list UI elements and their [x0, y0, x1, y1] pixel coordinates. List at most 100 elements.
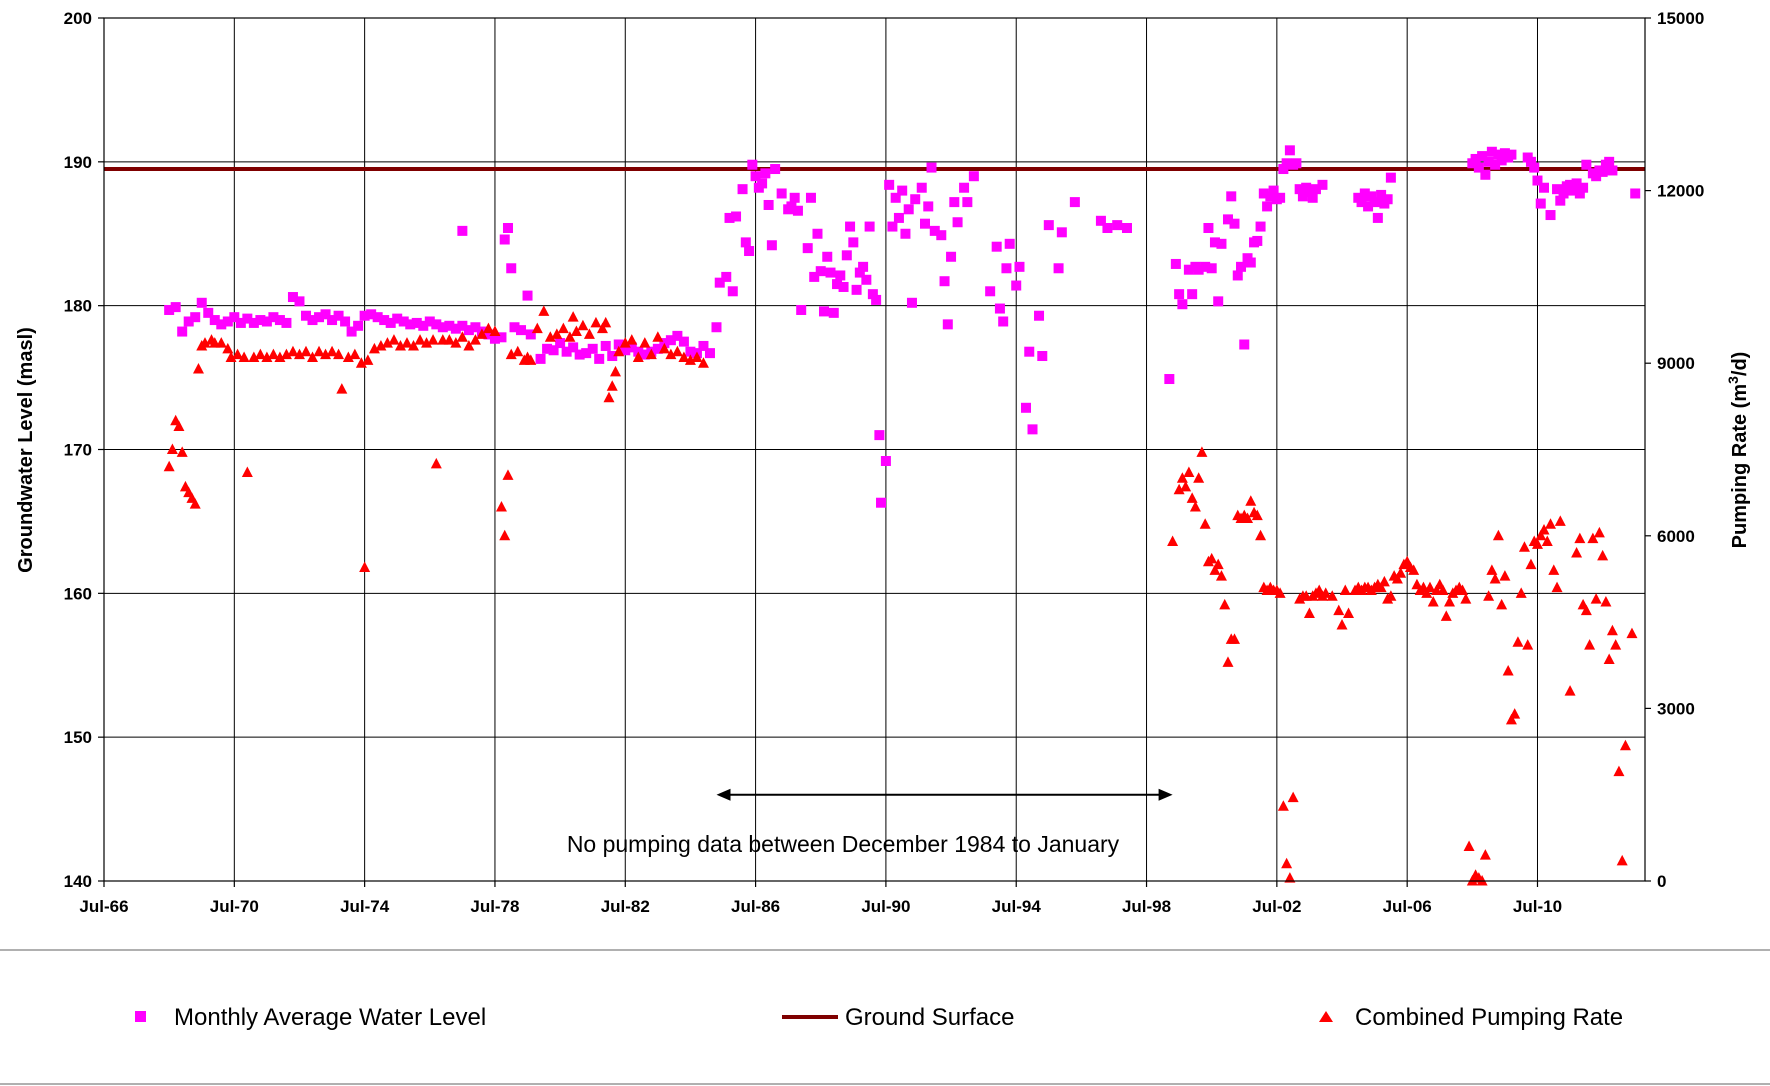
pumping-rate-point: [463, 339, 475, 351]
pumping-rate-point: [1336, 618, 1348, 630]
water-level-point: [574, 349, 585, 360]
water-level-point: [1493, 149, 1504, 160]
water-level-point: [1239, 339, 1250, 350]
pumping-rate-point: [1548, 564, 1560, 575]
pumping-rate-point: [531, 322, 543, 334]
water-level-point: [626, 342, 637, 353]
pumping-rate-point: [1186, 492, 1198, 503]
water-level-point: [825, 267, 836, 278]
water-level-point: [861, 274, 872, 285]
pumping-rate-point: [1427, 595, 1439, 607]
water-level-point: [968, 171, 979, 182]
pumping-rate-point: [603, 391, 615, 403]
y2-axis-title: Pumping Rate (m3/d): [1725, 352, 1751, 549]
water-level-point: [183, 316, 194, 327]
pumping-rate-point: [287, 345, 299, 357]
water-level-point: [1258, 188, 1269, 199]
pumping-rate-point: [544, 331, 556, 342]
water-level-point: [1385, 172, 1396, 183]
pumping-rate-point: [1463, 840, 1475, 851]
water-level-point: [672, 330, 683, 341]
pumping-rate-point: [421, 337, 433, 348]
pumping-rate-point: [1489, 572, 1501, 584]
pumping-rate-point: [505, 348, 517, 360]
y2-axis-title-main: Pumping Rate (m: [1729, 384, 1751, 548]
pumping-rate-point: [1222, 656, 1234, 667]
water-level-point: [1020, 402, 1031, 413]
pumping-rate-point: [1391, 572, 1403, 584]
water-level-point: [1591, 171, 1602, 182]
x-tick-label: Jul-82: [601, 897, 650, 916]
water-level-point: [1506, 149, 1517, 160]
x-tick-label: Jul-02: [1252, 897, 1301, 916]
pumping-rate-point: [1492, 529, 1504, 541]
water-level-point: [463, 325, 474, 336]
pumping-rate-point: [684, 354, 696, 365]
pumping-rate-point: [1287, 791, 1299, 803]
water-level-point: [639, 349, 650, 360]
pumping-rate-point: [1580, 604, 1592, 616]
water-level-point: [1011, 280, 1022, 291]
water-level-point: [809, 271, 820, 282]
water-level-point: [665, 335, 676, 346]
pumping-rate-point: [551, 328, 563, 339]
water-level-point: [506, 263, 517, 274]
water-level-point: [906, 297, 917, 308]
pumping-rate-point: [1538, 524, 1550, 535]
legend-item-pumping-rate: Combined Pumping Rate: [1319, 1004, 1623, 1031]
water-level-point: [828, 307, 839, 318]
pumping-rate-point: [1281, 857, 1293, 869]
water-level-point: [1294, 184, 1305, 195]
water-level-point: [802, 243, 813, 254]
pumping-rate-point: [1509, 708, 1521, 719]
water-level-point: [1597, 166, 1608, 177]
water-level-point: [942, 319, 953, 330]
water-level-point: [1607, 165, 1618, 176]
pumping-rate-point: [1551, 581, 1563, 593]
pumping-rate-point: [1600, 595, 1612, 607]
water-level-point: [499, 234, 510, 245]
water-level-point: [1604, 156, 1615, 167]
legend-triangle-marker: [1319, 1011, 1333, 1022]
pumping-rate-point: [1180, 480, 1192, 492]
water-level-point: [1297, 191, 1308, 202]
x-tick-label: Jul-94: [992, 897, 1042, 916]
water-level-point: [871, 294, 882, 305]
water-level-point: [1229, 218, 1240, 229]
water-level-point: [1278, 164, 1289, 175]
pumping-rate-point: [1229, 633, 1241, 644]
water-level-point: [600, 340, 611, 351]
water-level-point: [1281, 158, 1292, 169]
water-level-point: [1174, 289, 1185, 300]
pumping-rate-point: [1196, 446, 1208, 457]
pumping-rate-point: [189, 498, 201, 509]
y2-axis-title-end: /d): [1729, 352, 1751, 376]
pumping-rate-point: [1378, 575, 1390, 587]
water-level-point: [838, 281, 849, 292]
pumping-rate-point: [1571, 547, 1583, 558]
water-level-point: [457, 320, 468, 331]
x-tick-label: Jul-74: [340, 897, 390, 916]
water-level-point: [1555, 195, 1566, 206]
water-level-point: [470, 322, 481, 333]
pumping-rate-point: [570, 325, 582, 337]
pumping-rate-point: [538, 305, 550, 316]
water-level-point: [1170, 258, 1181, 269]
pumping-rate-point: [557, 322, 569, 334]
pumping-rate-point: [596, 322, 608, 334]
water-level-point: [196, 297, 207, 308]
pumping-rate-point: [274, 351, 286, 362]
water-level-point: [294, 296, 305, 307]
water-level-point: [418, 320, 429, 331]
water-level-point: [516, 325, 527, 336]
water-level-point: [1112, 220, 1123, 231]
pumping-rate-point: [600, 316, 612, 328]
pumping-rate-point: [375, 339, 387, 351]
pumping-rate-point: [1512, 636, 1524, 647]
pumping-rate-point: [1215, 570, 1227, 581]
water-level-point: [952, 217, 963, 228]
pumping-rate-point: [1193, 472, 1205, 483]
water-level-point: [884, 179, 895, 190]
water-level-point: [1372, 212, 1383, 223]
water-level-point: [164, 304, 175, 315]
